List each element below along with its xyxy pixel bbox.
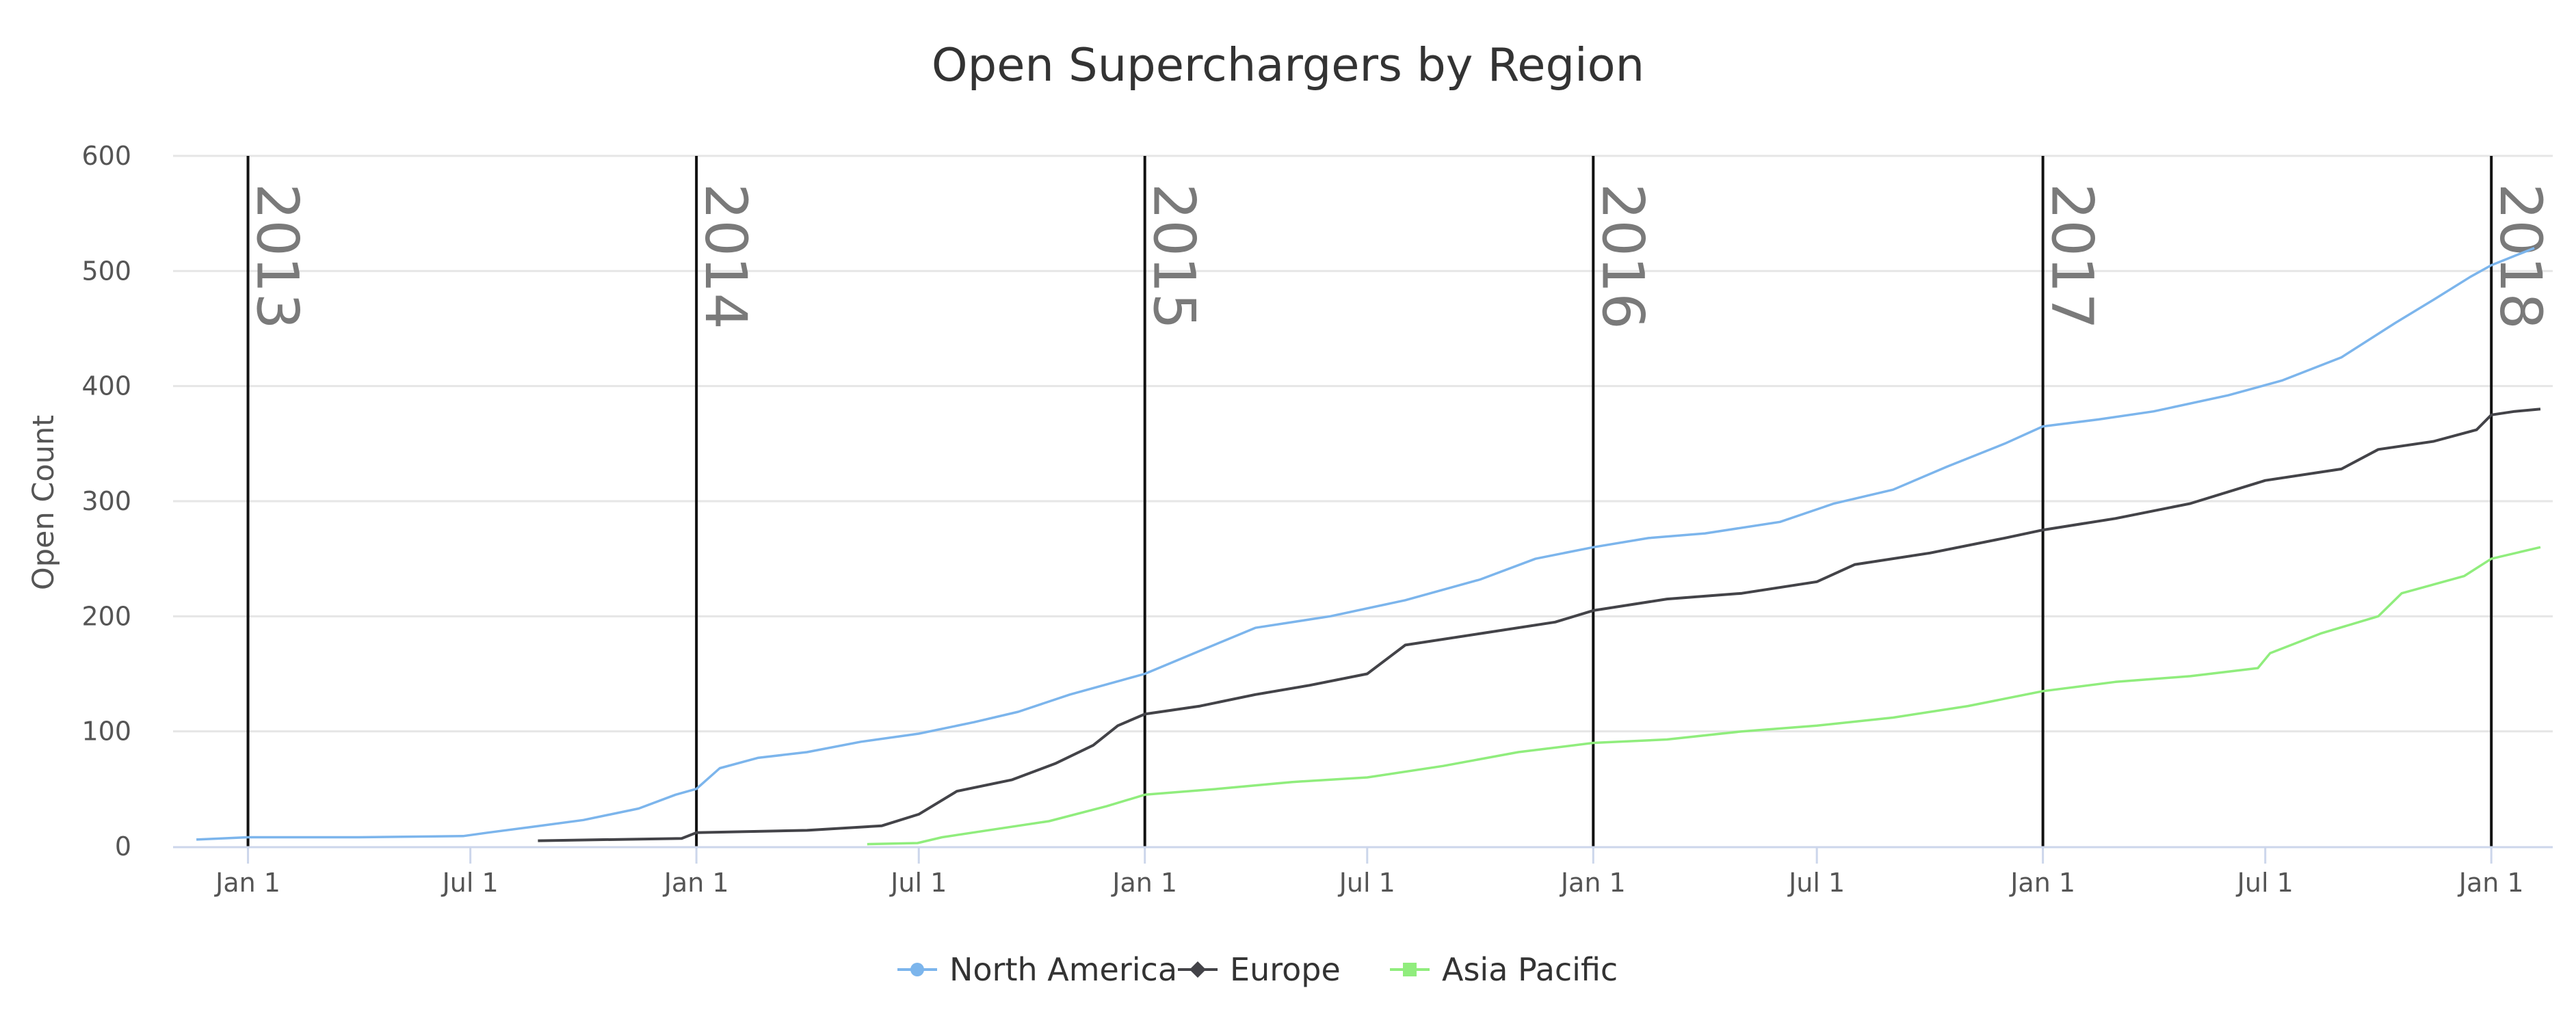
y-tick-label: 600	[81, 141, 131, 171]
x-tick-label: Jan 1	[2009, 868, 2075, 898]
y-tick-label: 400	[81, 371, 131, 401]
legend-circle-marker	[910, 963, 924, 976]
series-layer	[196, 247, 2541, 846]
y-tick-label: 0	[115, 831, 131, 862]
x-tick-label: Jan 1	[214, 868, 280, 898]
x-tick-label: Jan 1	[1111, 868, 1177, 898]
y-axis-title: Open Count	[27, 415, 61, 590]
year-markers: 2013 2014 2015 2016 2017 2018	[244, 156, 2554, 846]
x-tick-label: Jul 1	[889, 868, 947, 898]
legend-item-europe[interactable]: Europe	[1178, 951, 1341, 988]
year-marker-label: 2018	[2487, 183, 2554, 330]
x-tick-label: Jul 1	[2236, 868, 2294, 898]
year-marker-label: 2015	[1141, 183, 1208, 330]
grid-layer	[173, 155, 2553, 733]
legend-item-north-america[interactable]: North America	[897, 951, 1177, 988]
year-marker-label: 2016	[1589, 183, 1656, 330]
x-tick-label: Jul 1	[1338, 868, 1395, 898]
x-tick-label: Jan 1	[1560, 868, 1626, 898]
legend-item-asia-pacific[interactable]: Asia Pacific	[1390, 951, 1618, 988]
legend-label: Europe	[1230, 951, 1341, 988]
legend-diamond-marker	[1190, 961, 1206, 978]
y-tick-label: 300	[81, 486, 131, 516]
chart-title: Open Superchargers by Region	[932, 38, 1644, 92]
y-tick-label: 100	[81, 717, 131, 747]
legend-label: North America	[949, 951, 1177, 988]
x-axis: Jan 1 Jul 1 Jan 1 Jul 1 Jan 1 Jul 1 Jan 1 Jul 1…	[173, 846, 2553, 898]
y-axis-ticks: 0 100 200 300 400 500 600	[81, 141, 131, 862]
year-marker-label: 2017	[2039, 183, 2106, 330]
x-tick-label: Jul 1	[441, 868, 499, 898]
series-line-europe[interactable]	[538, 408, 2541, 842]
series-line-north-america[interactable]	[196, 247, 2535, 841]
legend-label: Asia Pacific	[1442, 951, 1618, 988]
legend-square-marker	[1403, 963, 1417, 976]
legend[interactable]: North America Europe Asia Pacific	[897, 951, 1618, 988]
x-tick-label: Jan 1	[663, 868, 729, 898]
series-line-asia-pacific[interactable]	[867, 546, 2541, 846]
x-tick-label: Jan 1	[2458, 868, 2524, 898]
year-marker-label: 2013	[244, 183, 311, 330]
y-tick-label: 500	[81, 256, 131, 286]
y-tick-label: 200	[81, 601, 131, 631]
year-marker-label: 2014	[692, 183, 759, 330]
x-tick-label: Jul 1	[1787, 868, 1845, 898]
